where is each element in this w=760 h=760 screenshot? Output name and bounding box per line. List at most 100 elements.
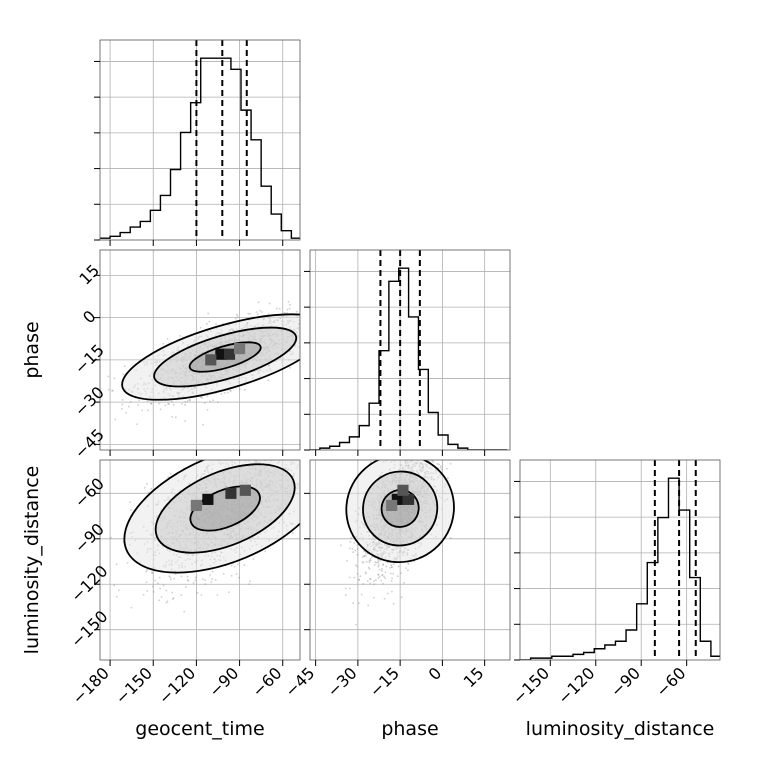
sample-point	[400, 596, 403, 598]
sample-point	[380, 568, 383, 570]
sample-point	[407, 569, 409, 572]
sample-point	[407, 562, 409, 564]
sample-point	[189, 399, 191, 402]
sample-point	[445, 467, 448, 470]
sample-point	[160, 596, 163, 598]
sample-point	[129, 501, 131, 504]
sample-point	[390, 580, 393, 582]
sample-point	[150, 402, 152, 405]
sample-point	[164, 404, 167, 407]
sample-point	[186, 579, 189, 581]
density-peak-cell	[190, 499, 202, 512]
sample-point	[171, 598, 174, 600]
density-peak-cell	[239, 484, 251, 496]
sample-point	[174, 573, 177, 575]
sample-point	[349, 547, 351, 550]
sample-point	[403, 581, 405, 584]
grid	[520, 460, 720, 660]
sample-point	[356, 565, 358, 568]
sample-point	[171, 591, 174, 594]
panel-frame	[309, 249, 511, 451]
sample-point	[397, 565, 400, 568]
sample-point	[121, 407, 123, 410]
sample-point	[390, 572, 392, 575]
sample-point	[187, 580, 190, 582]
sample-point	[361, 561, 364, 563]
sample-point	[339, 544, 342, 547]
sample-point	[207, 312, 210, 315]
sample-point	[238, 576, 240, 579]
sample-point	[180, 594, 183, 596]
sample-point	[151, 571, 153, 574]
sample-point	[171, 416, 173, 418]
sample-point	[228, 591, 230, 594]
sample-point	[243, 564, 246, 566]
sample-point	[400, 572, 402, 574]
sample-point	[369, 577, 371, 580]
sample-point	[249, 312, 251, 315]
sample-point	[236, 315, 239, 318]
sample-point	[252, 558, 255, 560]
sample-point	[413, 560, 415, 562]
sample-point	[214, 579, 217, 581]
sample-point	[122, 373, 125, 376]
sample-point	[146, 590, 149, 592]
sample-point	[287, 300, 290, 303]
sample-point	[392, 572, 395, 575]
sample-point	[386, 592, 389, 595]
sample-point	[237, 563, 239, 566]
sample-point	[165, 589, 168, 592]
panel-content	[339, 460, 455, 626]
sample-point	[432, 461, 435, 463]
sample-point	[210, 581, 213, 583]
panel-content	[310, 250, 508, 450]
sample-point	[264, 550, 266, 553]
sample-point	[150, 402, 153, 405]
sample-point	[377, 560, 380, 562]
sample-point	[405, 567, 407, 569]
sample-point	[202, 578, 204, 580]
sample-point	[121, 403, 124, 406]
sample-point	[143, 486, 146, 489]
sample-point	[449, 462, 452, 465]
sample-point	[286, 312, 289, 315]
sample-point	[172, 597, 175, 599]
sample-point	[204, 583, 207, 585]
sample-point	[367, 552, 369, 555]
sample-point	[353, 542, 356, 544]
sample-point	[180, 575, 183, 578]
sample-point	[179, 335, 181, 337]
sample-point	[370, 461, 372, 463]
sample-point	[257, 301, 260, 304]
sample-point	[267, 379, 270, 382]
sample-point	[289, 303, 291, 306]
sample-point	[162, 584, 165, 587]
sample-point	[353, 576, 356, 579]
sample-point	[377, 577, 380, 579]
sample-point	[187, 400, 189, 402]
sample-point	[377, 573, 380, 576]
sample-point	[382, 563, 384, 566]
sample-point	[383, 575, 385, 578]
sample-point	[382, 582, 384, 585]
sample-point	[392, 563, 395, 566]
sample-point	[169, 576, 172, 579]
sample-point	[440, 465, 442, 467]
sample-point	[204, 579, 207, 582]
sample-point	[222, 323, 224, 325]
sample-point	[366, 580, 369, 582]
sample-point	[267, 313, 270, 315]
sample-point	[438, 463, 440, 466]
sample-point	[261, 311, 263, 313]
sample-point	[206, 395, 209, 398]
sample-point	[224, 392, 226, 394]
sample-point	[359, 575, 362, 577]
sample-point	[167, 402, 169, 405]
panel-frame	[99, 459, 301, 661]
sample-point	[392, 602, 395, 605]
sample-point	[349, 540, 352, 543]
sample-point	[288, 307, 291, 310]
sample-point	[363, 554, 366, 557]
sample-point	[278, 307, 281, 310]
